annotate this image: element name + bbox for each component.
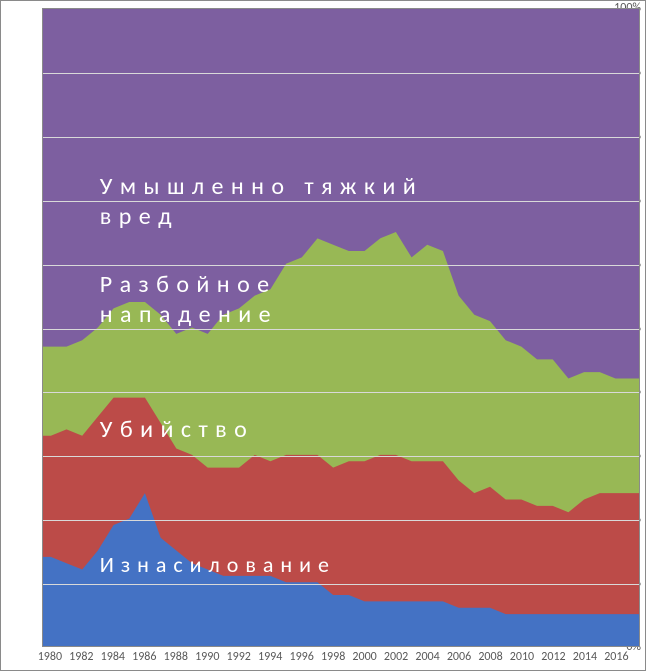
x-tick-label: 2004	[415, 650, 439, 664]
x-tick-label: 1996	[289, 650, 313, 664]
x-tick-label: 2002	[384, 650, 408, 664]
x-tick-label: 2000	[352, 650, 376, 664]
x-tick-label: 1988	[164, 650, 188, 664]
x-tick-label: 1998	[321, 650, 345, 664]
grid-line	[43, 392, 639, 393]
series-label-rape: И з н а с и л о в а н и е	[100, 551, 330, 579]
series-label-grievous_harm: У м ы ш л е н н о т я ж к и й в р е д	[100, 172, 417, 232]
x-tick-label: 2006	[447, 650, 471, 664]
grid-line	[43, 584, 639, 585]
x-tick-label: 1984	[101, 650, 125, 664]
grid-line	[43, 456, 639, 457]
x-tick-label: 2016	[604, 650, 628, 664]
x-tick-label: 1980	[38, 650, 62, 664]
x-tick-label: 2014	[573, 650, 597, 664]
x-tick-label: 1992	[227, 650, 251, 664]
x-tick-label: 1986	[132, 650, 156, 664]
x-tick-label: 1994	[258, 650, 282, 664]
series-label-murder: У б и й с т в о	[100, 415, 248, 445]
series-label-robbery: Р а з б о й н о е н а п а д е н и е	[100, 270, 272, 330]
x-tick-label: 2012	[541, 650, 565, 664]
x-tick-label: 1982	[69, 650, 93, 664]
x-tick-label: 2010	[510, 650, 534, 664]
chart-outer: 0%10%20%30%40%50%60%70%80%90%100% И з н …	[0, 0, 646, 671]
grid-line	[43, 520, 639, 521]
grid-line	[43, 265, 639, 266]
plot-area: И з н а с и л о в а н и е У б и й с т в о…	[42, 8, 640, 647]
x-tick-label: 1990	[195, 650, 219, 664]
grid-line	[43, 73, 639, 74]
x-tick-label: 2008	[478, 650, 502, 664]
grid-line	[43, 137, 639, 138]
